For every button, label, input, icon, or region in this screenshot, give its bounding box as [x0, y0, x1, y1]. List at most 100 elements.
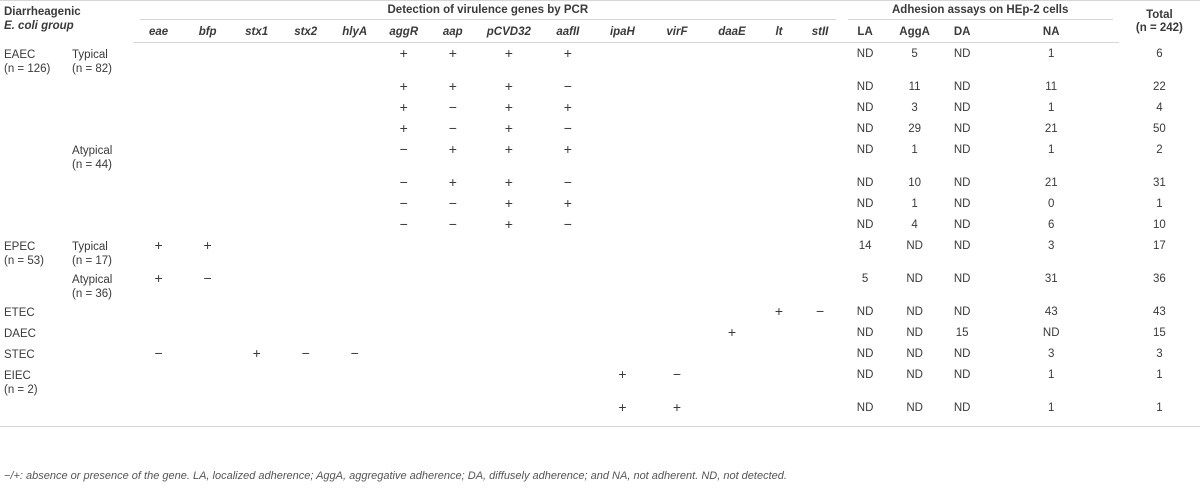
gene-cell-pCVD32: + — [504, 45, 513, 61]
gene-cell-eae — [134, 139, 183, 172]
gene-cell-stx2 — [281, 139, 330, 172]
gene-cell-lt — [759, 43, 798, 76]
gene-header-aap: aap — [428, 22, 478, 43]
gene-cell-eae — [134, 396, 184, 427]
adhesion-header-la: LA — [841, 22, 889, 43]
gene-cell-pCVD32 — [477, 235, 540, 268]
group-name: EIEC — [4, 369, 31, 382]
adhesion-cell-na: 21 — [1044, 122, 1058, 135]
gene-cell-lt — [759, 76, 798, 97]
gene-cell-hlyA — [330, 268, 379, 301]
adhesion-cell-agga: ND — [906, 326, 923, 339]
gene-cell-daaE — [704, 118, 759, 139]
gene-cell-pCVD32: + — [504, 173, 513, 190]
gene-cell-daaE — [704, 396, 760, 427]
gene-cell-lt — [759, 364, 798, 397]
gene-cell-lt — [759, 139, 798, 172]
gene-cell-pCVD32 — [477, 301, 540, 322]
adhesion-cell-na: 3 — [1048, 239, 1055, 252]
table-row: + − + − ND 29 ND 21 50 — [0, 118, 1200, 139]
gene-cell-bfp — [183, 43, 232, 76]
group-count: (n = 53) — [4, 254, 44, 267]
gene-cell-daaE: + — [727, 323, 737, 340]
subtype-cell — [72, 301, 134, 322]
gene-cell-aggR: − — [399, 173, 408, 190]
adhesion-cell-da: ND — [953, 101, 971, 114]
subtype-cell — [72, 396, 135, 427]
gene-cell-stII — [799, 172, 842, 193]
group-name: STEC — [4, 348, 35, 361]
subtype-cell: Atypical (n = 36) — [72, 268, 134, 301]
subtype-cell — [72, 214, 134, 235]
gene-cell-aap: + — [448, 77, 457, 94]
gene-cell-eae: + — [154, 236, 163, 253]
gene-cell-stx1 — [232, 268, 281, 301]
gene-cell-aggR: + — [399, 98, 408, 115]
gene-cell-virF — [649, 301, 704, 322]
gene-cell-stx1 — [232, 139, 281, 172]
gene-cell-stx2 — [281, 268, 330, 301]
gene-cell-aafII: + — [563, 45, 572, 61]
gene-cell-hlyA — [330, 193, 379, 214]
adhesion-cell-na: ND — [1042, 326, 1060, 339]
gene-cell-aap: − — [448, 119, 457, 136]
gene-cell-aap: − — [448, 98, 457, 115]
gene-cell-aafII: − — [563, 119, 572, 136]
gene-header-ipaH: ipaH — [595, 22, 650, 43]
gene-cell-stII — [799, 322, 842, 343]
gene-cell-lt — [759, 214, 798, 235]
table-row: STEC − + − − ND ND ND 3 3 — [0, 343, 1200, 364]
gene-cell-stx1 — [232, 301, 281, 322]
subtype-cell — [72, 193, 134, 214]
total-cell: 22 — [1153, 80, 1166, 93]
adhesion-cell-da: ND — [953, 368, 971, 381]
table-row: EAEC (n = 126) Typical (n = 82) + + + + ND 5 ND 1 6 — [0, 43, 1200, 76]
gene-cell-ipaH — [595, 301, 649, 322]
total-cell: 6 — [1156, 47, 1163, 60]
group-count: (n = 2) — [4, 383, 38, 396]
gene-cell-aggR: − — [399, 215, 408, 232]
adhesion-cell-da: ND — [953, 218, 971, 231]
gene-cell-hlyA — [330, 322, 379, 343]
subtype-cell — [72, 322, 134, 343]
table-row: EIEC (n = 2) + − ND ND ND 1 1 — [0, 364, 1200, 397]
gene-cell-eae — [134, 97, 183, 118]
gene-cell-aggR: + — [399, 45, 408, 61]
gene-cell-daaE — [704, 268, 759, 301]
adhesion-cell-agga: ND — [888, 396, 941, 427]
gene-cell-pCVD32 — [477, 343, 540, 364]
adhesion-cell-da: ND — [953, 176, 971, 189]
adhesion-cell-la: ND — [856, 218, 874, 231]
gene-cell-daaE — [704, 343, 759, 364]
gene-cell-hlyA — [330, 235, 379, 268]
subtype-cell: Typical (n = 17) — [72, 235, 134, 268]
gene-cell-virF: − — [672, 365, 682, 382]
total-cell: 10 — [1153, 218, 1166, 231]
group-header-line2: E. coli group — [4, 20, 74, 32]
gene-cell-aafII — [540, 268, 595, 301]
adhesion-cell-agga: 5 — [911, 48, 918, 60]
gene-cell-hlyA — [330, 172, 379, 193]
adhesion-cell-la: ND — [856, 101, 874, 114]
total-n: (n = 242) — [1135, 21, 1183, 34]
subtype-count: (n = 82) — [72, 62, 112, 75]
adhesion-cell-na: 1 — [1048, 143, 1055, 156]
adhesion-cell-da: ND — [953, 143, 971, 156]
gene-cell-pCVD32 — [477, 396, 541, 427]
group-cell — [0, 172, 72, 193]
gene-cell-bfp: + — [203, 236, 212, 253]
group-cell — [0, 118, 72, 139]
adhesion-cell-la: ND — [856, 326, 874, 339]
gene-cell-stII — [799, 76, 842, 97]
gene-cell-stx1 — [232, 193, 281, 214]
gene-cell-ipaH — [595, 214, 649, 235]
adhesion-cell-agga: 29 — [908, 122, 922, 135]
gene-cell-lt — [759, 118, 798, 139]
gene-cell-bfp: − — [203, 269, 212, 286]
gene-cell-daaE — [704, 193, 759, 214]
gene-cell-bfp — [183, 343, 232, 364]
group-cell — [0, 214, 72, 235]
subtype-name: Atypical — [72, 144, 113, 157]
gene-cell-hlyA: − — [350, 344, 359, 361]
gene-cell-aafII: + — [563, 140, 572, 157]
